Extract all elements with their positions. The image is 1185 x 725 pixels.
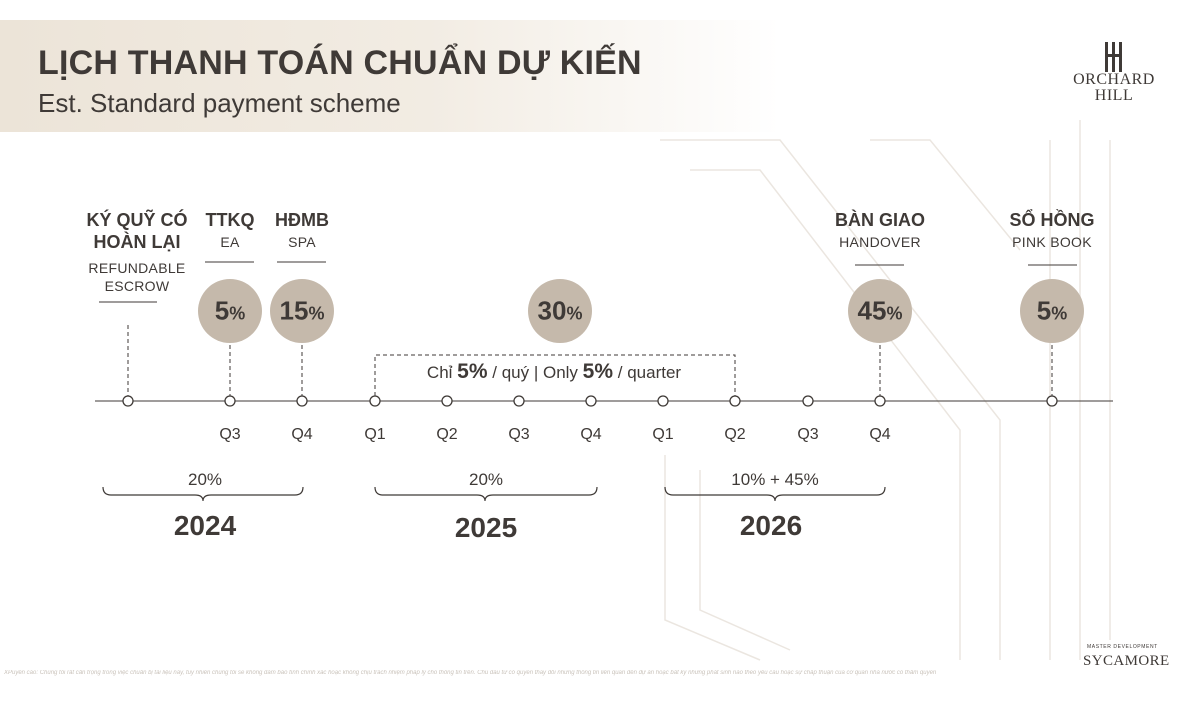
timeline-nodes (122, 395, 1058, 407)
year-2025-percent: 20% (468, 470, 504, 489)
circle-handover (848, 279, 912, 343)
node-q4-2024 (296, 395, 308, 407)
milestone-pinkbook-subtitle: PINK BOOK (1012, 234, 1092, 250)
dashed-connectors (127, 325, 1053, 396)
note-suffix: / quarter (617, 363, 682, 382)
year-2025-label: 2025 (454, 512, 518, 543)
milestone-spa-title: HĐMB (275, 210, 329, 230)
installment-note: Chỉ 5% / quý | Only 5% / quarter (422, 360, 686, 384)
milestone-ea: TTKQ EA (206, 209, 255, 251)
node-q1-2026 (657, 395, 669, 407)
milestone-pinkbook-title: SỔ HỒNG (1009, 210, 1095, 230)
milestone-escrow: KÝ QUỸ CÓ HOÀN LẠI REFUNDABLE ESCROW (86, 209, 187, 295)
year-2026-label: 2026 (739, 510, 803, 541)
circle-pinkbook (1020, 279, 1084, 343)
brace-2024 (102, 486, 304, 502)
note-prefix: Chỉ (426, 363, 453, 382)
node-q3-2026 (802, 395, 814, 407)
note-value-1: 5% (457, 360, 488, 383)
percent-installments: 30% (538, 296, 583, 327)
year-2024-percent: 20% (187, 470, 223, 489)
node-q3-2025 (513, 395, 525, 407)
year-braces (102, 486, 886, 502)
label-dividers (99, 261, 1077, 303)
year-2024-label: 2024 (173, 510, 237, 541)
node-q3-2024 (224, 395, 236, 407)
milestone-handover-subtitle: HANDOVER (839, 234, 921, 250)
quarter-label: Q4 (580, 426, 602, 443)
page-subtitle: Est. Standard payment scheme (38, 88, 401, 118)
year-2026-percent: 10% + 45% (731, 470, 819, 489)
quarter-label: Q4 (869, 426, 891, 443)
percent-handover-value: 45 (857, 295, 887, 326)
node-pinkbook (1046, 395, 1058, 407)
brace-2025 (374, 486, 598, 502)
note-mid: / quý | Only (492, 363, 578, 382)
milestone-handover: BÀN GIAO HANDOVER (835, 209, 925, 251)
brand-logo: ORCHARD HILL (1060, 72, 1168, 104)
quarter-label: Q2 (436, 426, 458, 443)
node-q2-2025 (441, 395, 453, 407)
footer-disclaimer: XPuyến cáo: Chúng tôi rất cẩn trọng tron… (4, 670, 937, 676)
milestone-escrow-title: KÝ QUỸ CÓ HOÀN LẠI (86, 210, 188, 252)
node-escrow (122, 395, 134, 407)
quarter-label: Q1 (364, 426, 386, 443)
circle-spa (270, 279, 334, 343)
logo-line-2: HILL (1094, 87, 1134, 104)
milestone-pinkbook: SỔ HỒNG PINK BOOK (1009, 209, 1094, 251)
node-q4-2025 (585, 395, 597, 407)
percent-handover-sign: % (886, 303, 903, 324)
milestone-spa: HĐMB SPA (275, 209, 329, 251)
quarter-label: Q3 (508, 426, 530, 443)
quarter-label: Q4 (291, 426, 313, 443)
logo-line-1: ORCHARD (1073, 71, 1155, 88)
circle-installments (528, 279, 592, 343)
percent-installments-sign: % (566, 303, 583, 324)
brace-2026 (664, 486, 886, 502)
note-value-2: 5% (582, 360, 614, 383)
quarter-label: Q3 (219, 426, 241, 443)
percent-spa: 15% (280, 296, 325, 327)
percent-pinkbook-sign: % (1051, 303, 1068, 324)
quarter-label: Q2 (724, 426, 746, 443)
milestone-handover-title: BÀN GIAO (835, 210, 925, 230)
milestone-ea-subtitle: EA (220, 234, 240, 250)
percent-ea-sign: % (229, 303, 246, 324)
installment-bracket (374, 354, 736, 396)
percent-handover: 45% (858, 296, 903, 327)
percent-pinkbook-value: 5 (1036, 295, 1052, 326)
sponsor-logo: SYCAMORE (1083, 653, 1170, 669)
quarter-label: Q1 (652, 426, 674, 443)
quarter-label: Q3 (797, 426, 819, 443)
orchard-hill-monogram-icon (1105, 42, 1122, 72)
percent-circles (198, 279, 1084, 343)
circle-ea (198, 279, 262, 343)
node-q1-2025 (369, 395, 381, 407)
percent-pinkbook: 5% (1037, 296, 1067, 327)
percent-spa-sign: % (308, 303, 325, 324)
percent-ea: 5% (215, 296, 245, 327)
node-q2-2026 (729, 395, 741, 407)
percent-spa-value: 15 (279, 295, 309, 326)
node-q4-2026 (874, 395, 886, 407)
sponsor-caption: MASTER DEVELOPMENT (1087, 644, 1158, 650)
milestone-spa-subtitle: SPA (288, 234, 316, 250)
page-title: LỊCH THANH TOÁN CHUẨN DỰ KIẾN (38, 44, 642, 82)
header-band (0, 20, 780, 132)
percent-ea-value: 5 (214, 295, 230, 326)
milestone-escrow-subtitle: REFUNDABLE ESCROW (88, 260, 186, 294)
milestone-ea-title: TTKQ (205, 210, 255, 230)
percent-installments-value: 30 (537, 295, 567, 326)
